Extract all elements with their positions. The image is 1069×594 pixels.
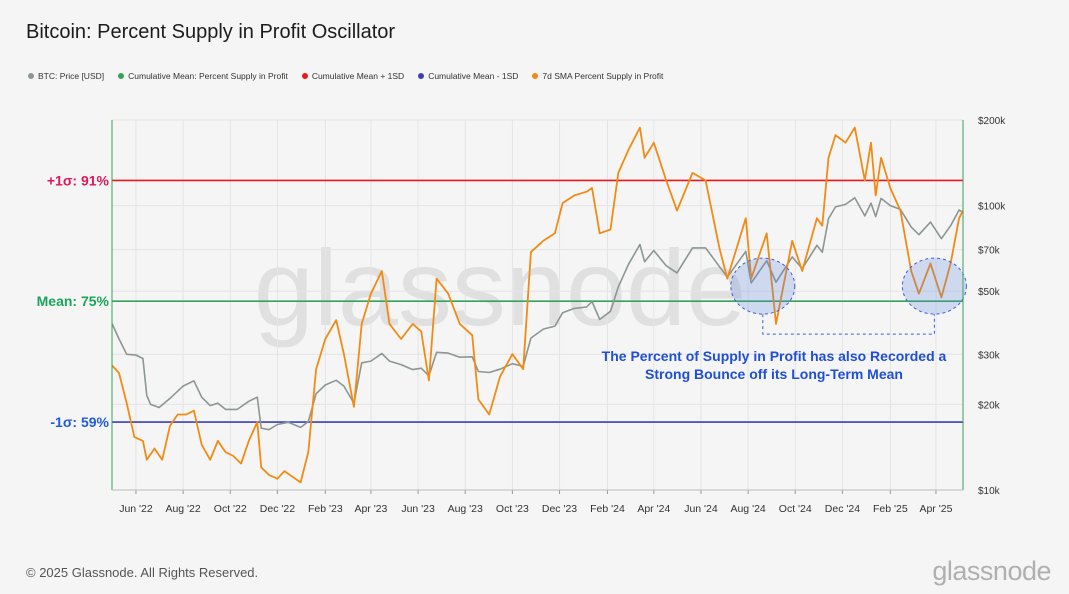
legend-label-mean-minus-1sd: Cumulative Mean - 1SD [428, 71, 519, 81]
x-tick-label: Oct '24 [779, 503, 812, 515]
y-right-tick-label: $200k [978, 116, 1006, 127]
legend-label-btc-price: BTC: Price [USD] [38, 71, 105, 81]
legend-swatch-7d-sma [532, 73, 539, 79]
legend-item-btc-price[interactable]: BTC: Price [USD] [28, 71, 104, 81]
legend-label-7d-sma: 7d SMA Percent Supply in Profit [542, 71, 664, 81]
chart-title: Bitcoin: Percent Supply in Profit Oscill… [26, 21, 396, 43]
x-tick-label: Dec '22 [260, 503, 295, 515]
legend-label-mean-plus-1sd: Cumulative Mean + 1SD [311, 71, 405, 81]
x-tick-label: Apr '25 [919, 503, 952, 515]
legend-swatch-cumulative-mean [118, 73, 125, 79]
legend-item-mean-minus-1sd[interactable]: Cumulative Mean - 1SD [418, 71, 518, 81]
x-tick-label: Feb '23 [308, 503, 343, 515]
level-label-plus: +1σ: 91% [47, 172, 110, 188]
y-right-tick-label: $30k [978, 350, 1001, 361]
copyright-footer: © 2025 Glassnode. All Rights Reserved. [26, 565, 259, 580]
x-tick-label: Apr '24 [637, 503, 670, 515]
legend-swatch-mean-minus-1sd [418, 73, 425, 79]
y-right-tick-label: $70k [978, 246, 1001, 257]
legend-swatch-btc-price [28, 73, 34, 79]
legend: BTC: Price [USD] Cumulative Mean: Percen… [28, 71, 663, 81]
x-tick-label: Oct '23 [496, 503, 529, 515]
x-tick-label: Feb '25 [873, 503, 908, 515]
annotation-connector [762, 314, 935, 335]
legend-swatch-mean-plus-1sd [301, 73, 308, 79]
y-right-tick-label: $10k [978, 486, 1001, 497]
x-tick-label: Dec '24 [825, 503, 860, 515]
x-tick-label: Jun '23 [401, 503, 435, 515]
x-tick-label: Jun '24 [684, 503, 718, 515]
x-tick-label: Aug '22 [165, 503, 200, 515]
annotation-layer: The Percent of Supply in Profit has also… [602, 257, 967, 382]
axes-layer: Jun '22 Aug '22 Oct '22 Dec '22 Feb '23 Apr '… [37, 116, 1007, 515]
y-right-tick-label: $20k [978, 400, 1001, 411]
level-label-mean: Mean: 75% [37, 293, 110, 309]
y-right-tick-label: $50k [978, 287, 1001, 298]
x-tick-label: Apr '23 [354, 503, 387, 515]
highlight-ellipse-apr-2025 [901, 257, 967, 315]
grid-layer [112, 119, 963, 491]
x-tick-label: Feb '24 [590, 503, 625, 515]
supply-in-profit-sma-line [111, 126, 964, 484]
chart-watermark: glassnode [254, 227, 746, 348]
legend-item-mean-plus-1sd[interactable]: Cumulative Mean + 1SD [301, 71, 405, 81]
x-tick-label: Oct '22 [214, 503, 247, 515]
x-tick-label: Aug '24 [730, 503, 765, 515]
annotation-line-1: The Percent of Supply in Profit has also… [602, 348, 947, 364]
series-layer [111, 126, 964, 484]
legend-item-7d-sma[interactable]: 7d SMA Percent Supply in Profit [532, 71, 663, 81]
y-right-tick-label: $100k [978, 202, 1006, 213]
highlight-ellipse-aug-2024 [730, 257, 796, 315]
legend-item-cumulative-mean[interactable]: Cumulative Mean: Percent Supply in Profi… [118, 71, 288, 81]
legend-label-cumulative-mean: Cumulative Mean: Percent Supply in Profi… [128, 71, 288, 81]
annotation-line-2: Strong Bounce off its Long-Term Mean [645, 366, 903, 382]
level-label-minus: -1σ: 59% [50, 414, 109, 430]
x-tick-label: Aug '23 [448, 503, 483, 515]
glassnode-logo: glassnode [932, 556, 1051, 586]
level-lines [112, 179, 963, 423]
x-tick-label: Jun '22 [119, 503, 153, 515]
x-tick-label: Dec '23 [542, 503, 577, 515]
